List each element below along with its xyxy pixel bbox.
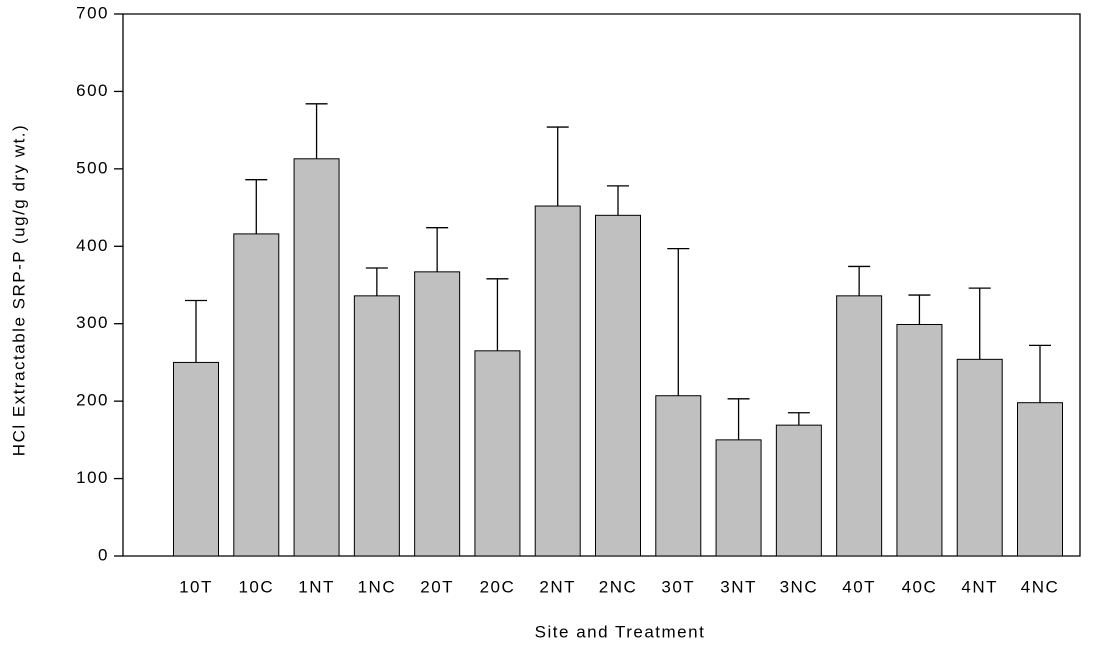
bar [896, 323, 943, 557]
x-tick-label: 20T [420, 577, 454, 596]
bar [775, 424, 822, 557]
y-axis-label: HCl Extractable SRP-P (ug/g dry wt.) [9, 124, 28, 456]
y-tick-label: 500 [76, 158, 109, 177]
bar [173, 361, 219, 557]
bar [956, 358, 1003, 557]
x-tick-label: 20C [480, 577, 516, 596]
y-tick-label: 300 [76, 313, 109, 332]
x-tick-label: 3NC [780, 577, 819, 596]
bar [233, 233, 280, 557]
y-tick-label: 400 [76, 236, 109, 255]
y-tick-label: 0 [98, 545, 109, 564]
x-tick-label: 4NC [1021, 577, 1060, 596]
bar [836, 295, 883, 557]
y-tick-label: 700 [76, 3, 109, 22]
x-tick-label: 2NT [539, 577, 576, 596]
bar [595, 214, 641, 557]
y-tick-label: 600 [76, 81, 109, 100]
bar [534, 205, 581, 557]
x-tick-label: 10C [238, 577, 274, 596]
bar [655, 395, 702, 557]
x-tick-label: 2NC [599, 577, 638, 596]
y-tick-label: 200 [76, 391, 109, 410]
y-tick-label: 100 [76, 468, 109, 487]
x-tick-label: 3NT [720, 577, 757, 596]
bar [715, 439, 762, 557]
bar [474, 350, 521, 557]
bar [293, 158, 340, 557]
bar [414, 271, 461, 557]
bar [1017, 402, 1063, 557]
x-tick-label: 4NT [961, 577, 998, 596]
x-axis-label: Site and Treatment [535, 622, 706, 641]
x-tick-label: 1NC [358, 577, 397, 596]
plot-frame [122, 13, 1081, 557]
x-tick-label: 10T [179, 577, 213, 596]
bar [353, 295, 400, 557]
x-tick-label: 40T [842, 577, 876, 596]
x-tick-label: 30T [661, 577, 695, 596]
x-tick-label: 40C [902, 577, 938, 596]
x-tick-label: 1NT [298, 577, 335, 596]
